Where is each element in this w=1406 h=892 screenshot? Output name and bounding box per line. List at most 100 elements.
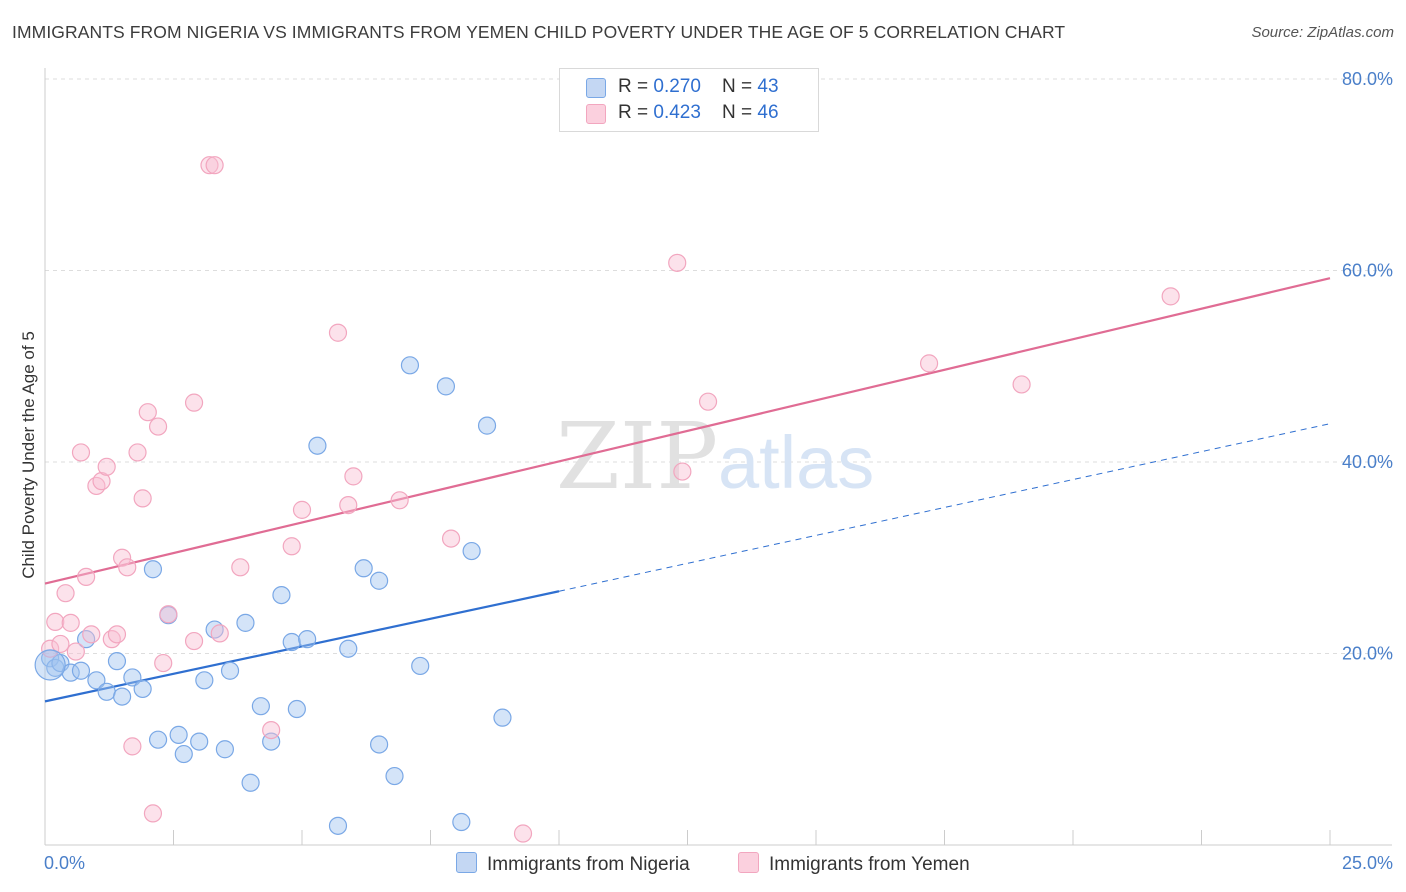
watermark-atlas: atlas <box>718 421 874 504</box>
point-yemen <box>262 720 281 740</box>
point-nigeria <box>298 630 317 649</box>
legend-swatch-yemen <box>586 104 606 124</box>
point-yemen <box>919 354 939 373</box>
point-yemen <box>292 500 312 519</box>
x-tick-label-max: 25.0% <box>1342 853 1393 873</box>
bottom-legend-nigeria: Immigrants from Nigeria <box>456 852 690 876</box>
point-nigeria <box>215 740 234 759</box>
chart-title: IMMIGRANTS FROM NIGERIA VS IMMIGRANTS FR… <box>12 22 1066 42</box>
point-yemen <box>46 612 65 632</box>
bottom-legend-yemen: Immigrants from Yemen <box>738 852 970 876</box>
point-nigeria <box>97 682 116 701</box>
point-yemen <box>282 537 301 556</box>
legend-r-value: 0.270 <box>653 76 701 97</box>
legend: R = 0.270 N = 43 R = 0.423 N = 46 <box>559 68 819 132</box>
point-nigeria <box>370 735 389 754</box>
point-yemen <box>1012 375 1031 394</box>
point-yemen <box>128 443 147 462</box>
bottom-legend-label-yemen: Immigrants from Yemen <box>769 854 970 875</box>
point-nigeria <box>148 730 168 749</box>
point-yemen <box>344 467 363 486</box>
point-yemen <box>513 824 533 843</box>
point-yemen <box>51 634 70 654</box>
y-tick-label: 80.0% <box>1342 69 1393 89</box>
legend-n-label: N = <box>722 76 758 97</box>
point-nigeria <box>282 632 301 652</box>
point-nigeria <box>411 656 430 676</box>
axes <box>44 68 1392 846</box>
point-nigeria <box>143 560 163 579</box>
point-nigeria <box>452 812 471 832</box>
point-yemen <box>92 472 111 491</box>
point-nigeria <box>169 725 188 744</box>
point-yemen <box>390 491 409 510</box>
point-nigeria <box>436 377 456 396</box>
y-tick-label: 60.0% <box>1342 261 1393 281</box>
point-yemen <box>673 462 692 481</box>
watermark: ZIP atlas <box>556 403 874 510</box>
point-nigeria <box>174 744 193 764</box>
point-yemen <box>77 567 96 587</box>
point-nigeria <box>87 671 106 690</box>
point-nigeria <box>328 816 348 835</box>
y-axis-label: Child Poverty Under the Age of 5 <box>19 331 38 579</box>
point-nigeria <box>220 661 240 680</box>
point-nigeria <box>236 613 255 632</box>
point-nigeria <box>354 559 373 578</box>
point-yemen <box>200 156 219 175</box>
point-nigeria <box>339 639 358 658</box>
point-nigeria-cluster <box>34 649 66 681</box>
point-yemen <box>698 392 718 411</box>
legend-n-value: 43 <box>757 76 779 97</box>
legend-n-label: N = <box>722 102 758 123</box>
point-yemen <box>184 393 204 412</box>
trend-line-yemen <box>44 277 1331 585</box>
point-yemen <box>143 804 163 823</box>
point-yemen <box>441 529 461 548</box>
point-yemen <box>97 457 116 476</box>
point-nigeria <box>251 697 270 716</box>
point-nigeria <box>400 356 420 375</box>
point-yemen <box>159 605 178 624</box>
legend-r-label: R = <box>618 76 654 97</box>
point-nigeria <box>308 436 327 455</box>
point-yemen <box>82 625 101 644</box>
point-yemen <box>205 156 224 175</box>
legend-n-value: 46 <box>757 102 779 123</box>
point-yemen <box>107 625 127 644</box>
point-nigeria <box>195 671 214 690</box>
point-nigeria <box>462 541 481 561</box>
point-nigeria <box>241 773 260 792</box>
point-nigeria <box>493 708 512 727</box>
legend-r-value: 0.423 <box>653 102 701 123</box>
point-yemen <box>328 323 348 342</box>
point-yemen <box>148 417 168 436</box>
data-points <box>34 156 1180 843</box>
point-nigeria <box>385 766 404 786</box>
point-yemen <box>231 558 250 577</box>
point-yemen <box>41 639 60 658</box>
point-yemen <box>56 584 75 603</box>
point-yemen <box>112 548 132 567</box>
tick-labels: 20.0% 40.0% 60.0% 80.0% 0.0% 25.0% <box>44 69 1393 873</box>
bottom-legend-swatch-yemen <box>738 852 759 873</box>
point-yemen <box>210 624 229 643</box>
point-nigeria <box>107 652 127 671</box>
legend-swatch-nigeria <box>586 78 606 98</box>
point-yemen <box>123 737 142 756</box>
point-yemen <box>66 642 85 661</box>
x-tick-label-min: 0.0% <box>44 853 85 873</box>
point-nigeria <box>477 416 497 435</box>
point-yemen <box>61 613 80 632</box>
point-yemen <box>184 631 204 651</box>
point-nigeria <box>112 687 132 706</box>
point-nigeria <box>272 585 291 605</box>
source-label: Source: ZipAtlas.com <box>1251 24 1394 41</box>
point-yemen <box>118 558 137 577</box>
point-nigeria <box>123 668 142 687</box>
point-yemen <box>138 403 157 422</box>
point-nigeria <box>370 571 389 590</box>
bottom-legend-swatch-nigeria <box>456 852 477 873</box>
point-nigeria <box>133 679 152 699</box>
